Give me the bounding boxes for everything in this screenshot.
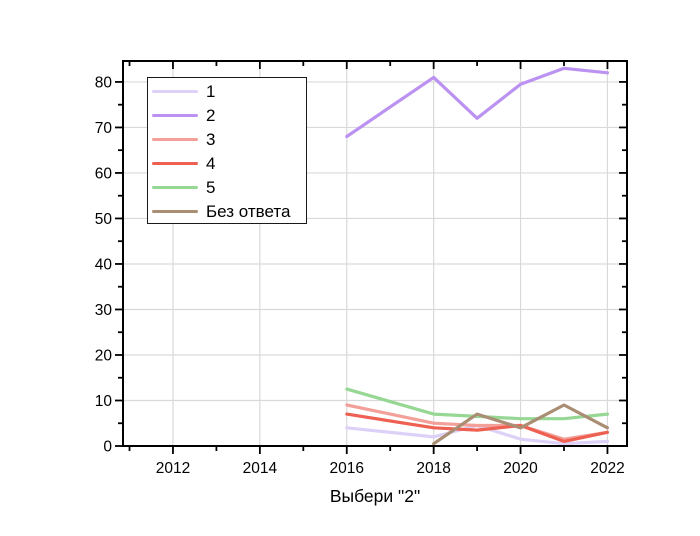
- legend-label: 4: [206, 153, 216, 173]
- series-line-2: [345, 66, 610, 139]
- y-tick-label: 70: [95, 120, 113, 137]
- plot-frame: [122, 60, 628, 447]
- legend-item: 2: [152, 104, 306, 128]
- legend-item: 4: [152, 151, 306, 175]
- x-axis-title: Выбери "2": [329, 486, 421, 506]
- legend: 1 2 3 4 5 Без ответа: [147, 77, 307, 224]
- series-line-1: [345, 423, 610, 446]
- legend-line-swatch: [152, 90, 198, 94]
- y-tick-label: 10: [95, 393, 113, 410]
- legend-label: 1: [206, 82, 216, 102]
- x-tick-label: 2020: [503, 460, 538, 477]
- y-tick-label: 80: [95, 74, 113, 91]
- x-tick-label: 2022: [590, 460, 624, 477]
- legend-item: 3: [152, 128, 306, 152]
- series-line-Без ответа: [432, 403, 610, 446]
- legend-line-swatch: [152, 138, 198, 142]
- legend-line-swatch: [152, 209, 198, 213]
- x-tick-label: 2012: [156, 460, 190, 477]
- x-tick-label: 2016: [330, 460, 364, 477]
- x-tick-label: 2018: [416, 460, 450, 477]
- legend-label: 2: [206, 106, 216, 126]
- legend-label: Без ответа: [206, 201, 291, 221]
- series-line-3: [345, 403, 610, 441]
- legend-item: 5: [152, 175, 306, 199]
- y-tick-label: 40: [95, 256, 113, 273]
- legend-label: 5: [206, 177, 216, 197]
- y-tick-label: 0: [103, 439, 112, 456]
- legend-line-swatch: [152, 185, 198, 189]
- legend-label: 3: [206, 130, 216, 150]
- x-tick-label: 2014: [243, 460, 278, 477]
- series-line-5: [345, 387, 610, 421]
- series-line-4: [345, 412, 610, 443]
- legend-line-swatch: [152, 161, 198, 165]
- y-tick-label: 30: [95, 302, 113, 319]
- legend-item: Без ответа: [152, 199, 306, 223]
- legend-item: 1: [152, 80, 306, 104]
- y-tick-label: 50: [95, 211, 113, 228]
- y-tick-label: 60: [95, 165, 113, 182]
- y-tick-label: 20: [95, 347, 113, 364]
- legend-line-swatch: [152, 114, 198, 118]
